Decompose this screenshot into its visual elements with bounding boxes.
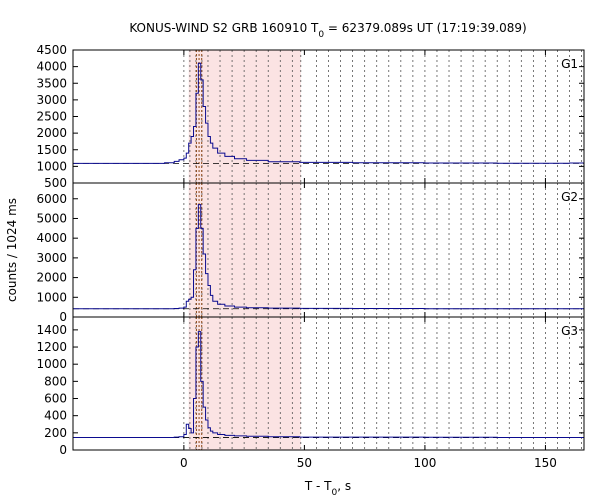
y-tick-label: 500	[44, 176, 67, 190]
y-tick-label: 800	[44, 374, 67, 388]
y-tick-label: 1200	[36, 340, 67, 354]
y-tick-label: 3000	[36, 93, 67, 107]
panel-g3: 0 200 400 600 800 1000 1200 1400 G3	[36, 316, 585, 457]
shaded-interval	[188, 183, 301, 317]
y-tick-label: 1000	[36, 290, 67, 304]
panel-g2: 0 1000 2000 3000 4000 5000 6000 G2	[36, 182, 585, 324]
y-tick-label: 0	[59, 310, 67, 324]
panel-label: G1	[561, 57, 578, 71]
y-tick-label: 600	[44, 392, 67, 406]
y-tick-label: 1400	[36, 323, 67, 337]
y-tick-label: 5000	[36, 211, 67, 225]
y-tick-label: 2000	[36, 126, 67, 140]
y-tick-label: 1000	[36, 357, 67, 371]
y-tick-label: 2500	[36, 110, 67, 124]
y-tick-label: 0	[59, 443, 67, 457]
chart-title: KONUS-WIND S2 GRB 160910 T0 = 62379.089s…	[129, 21, 526, 40]
y-tick-label: 4500	[36, 43, 67, 57]
y-tick-label: 200	[44, 426, 67, 440]
light-curve-g2	[73, 204, 584, 310]
shaded-interval	[188, 50, 301, 183]
y-tick-label: 4000	[36, 60, 67, 74]
x-tick-label: 100	[413, 456, 436, 470]
y-tick-label: 6000	[36, 192, 67, 206]
light-curve-g3	[73, 331, 584, 439]
light-curve-g1	[73, 62, 584, 164]
y-tick-label: 3000	[36, 251, 67, 265]
y-axis-label: counts / 1024 ms	[5, 198, 19, 302]
y-tick-label: 1000	[36, 159, 67, 173]
x-axis-label: T - T0, s	[304, 479, 351, 498]
x-tick-label: 50	[297, 456, 312, 470]
panel-g1: 500 1000 1500 2000 2500 3000 3500 4000 4500 G1	[36, 43, 585, 190]
panel-frame	[72, 316, 585, 451]
panels-layer: 50010001500200025003000350040004500G1010…	[36, 43, 585, 470]
panel-label: G2	[561, 190, 578, 204]
y-tick-label: 4000	[36, 231, 67, 245]
y-tick-label: 1500	[36, 143, 67, 157]
x-tick-label: 0	[180, 456, 188, 470]
shaded-interval	[188, 317, 301, 450]
panel-label: G3	[561, 324, 578, 338]
y-tick-label: 3500	[36, 76, 67, 90]
x-tick-label: 150	[534, 456, 557, 470]
y-tick-label: 2000	[36, 271, 67, 285]
y-tick-label: 400	[44, 409, 67, 423]
